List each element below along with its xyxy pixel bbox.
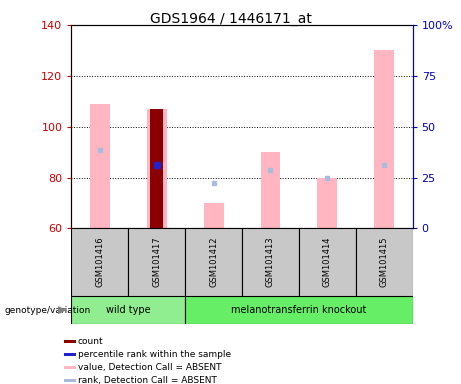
Bar: [185, 296, 413, 324]
Text: genotype/variation: genotype/variation: [5, 306, 91, 314]
Bar: [317, 177, 337, 228]
Bar: [260, 152, 280, 228]
Bar: [71, 228, 128, 296]
Bar: [185, 228, 242, 296]
Bar: [71, 296, 185, 324]
Bar: [90, 104, 110, 228]
Text: GSM101415: GSM101415: [380, 237, 389, 287]
Bar: [374, 50, 394, 228]
Text: GSM101412: GSM101412: [209, 237, 218, 287]
Text: value, Detection Call = ABSENT: value, Detection Call = ABSENT: [78, 363, 221, 372]
Text: count: count: [78, 337, 103, 346]
Bar: [356, 228, 413, 296]
Text: GSM101413: GSM101413: [266, 237, 275, 287]
Bar: [128, 228, 185, 296]
Text: wild type: wild type: [106, 305, 151, 315]
Bar: [64, 366, 76, 369]
Bar: [64, 353, 76, 356]
Bar: [299, 228, 356, 296]
Bar: [64, 340, 76, 343]
Text: melanotransferrin knockout: melanotransferrin knockout: [231, 305, 366, 315]
Bar: [64, 379, 76, 382]
Text: GDS1964 / 1446171_at: GDS1964 / 1446171_at: [149, 12, 312, 26]
Text: ▶: ▶: [59, 305, 67, 315]
Text: GSM101416: GSM101416: [95, 237, 104, 287]
Text: rank, Detection Call = ABSENT: rank, Detection Call = ABSENT: [78, 376, 217, 384]
Bar: [204, 203, 224, 228]
Text: percentile rank within the sample: percentile rank within the sample: [78, 350, 231, 359]
Bar: [150, 109, 163, 228]
Bar: [242, 228, 299, 296]
Bar: [147, 109, 167, 228]
Text: GSM101417: GSM101417: [152, 237, 161, 287]
Text: GSM101414: GSM101414: [323, 237, 332, 287]
